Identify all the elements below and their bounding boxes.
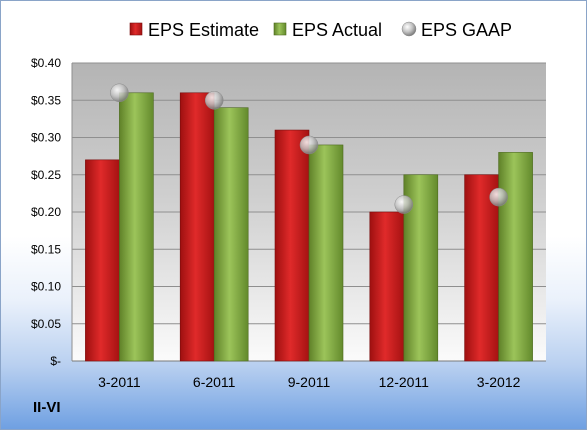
y-tick-label: $0.40 [31,56,61,70]
bar-eps-actual [119,92,154,362]
marker-eps-gaap [299,135,319,155]
bar-series [85,92,533,362]
y-tick-label: $0.10 [31,280,61,294]
x-tick-label: 3-2011 [98,374,141,390]
y-tick-label: $0.05 [31,317,61,331]
y-tick-label: $0.30 [31,131,61,145]
y-tick-label: $0.15 [31,242,61,256]
x-tick-label: 3-2012 [477,374,521,390]
ticker-label: II-VI [33,399,61,416]
legend-item-eps-actual-swatch [273,22,287,36]
y-tick-label: $0.35 [31,93,61,107]
legend-item-eps-estimate-label: EPS Estimate [148,20,259,40]
bar-eps-estimate [464,174,499,362]
bar-eps-estimate [179,92,215,362]
legend-item-eps-actual-label: EPS Actual [292,20,382,40]
bar-eps-actual [213,107,249,362]
legend-item-eps-gaap-swatch [401,21,417,37]
x-tick-label: 12-2011 [379,374,430,390]
legend: EPS Estimate EPS Actual EPS GAAP [129,20,512,40]
y-tick-label: $0.20 [31,205,61,219]
bar-eps-actual [308,144,344,362]
eps-chart: $- $0.05 $0.10 $0.15 $0.20 $0.25 $0.30 $0.35 $0.… [31,20,546,390]
x-tick-label: 9-2011 [288,374,331,390]
legend-item-eps-estimate-swatch [129,22,143,36]
y-tick-label: $0.25 [31,168,61,182]
y-tick-label: $- [50,354,61,368]
marker-eps-gaap [110,83,129,103]
bar-eps-estimate [369,211,405,362]
marker-eps-gaap [489,187,508,207]
bar-eps-estimate [85,159,120,362]
gaap-markers [110,83,508,214]
bar-eps-actual [498,152,533,362]
bar-eps-estimate [274,129,310,362]
marker-eps-gaap [204,91,224,110]
legend-item-eps-gaap-label: EPS GAAP [421,20,512,40]
marker-eps-gaap [394,195,414,214]
x-axis: 3-2011 6-2011 9-2011 12-2011 3-2012 [98,374,520,390]
x-tick-label: 6-2011 [193,374,236,390]
